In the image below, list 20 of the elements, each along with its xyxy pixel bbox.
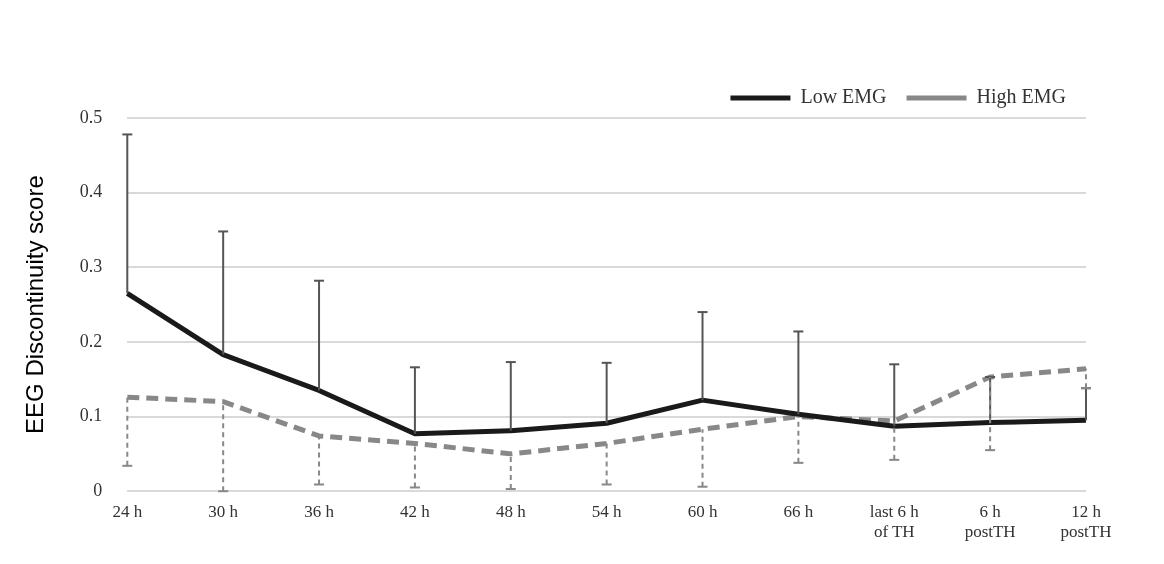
y-axis-title: EEG Discontinuity score xyxy=(21,175,49,434)
y-tick-label: 0 xyxy=(93,479,103,500)
x-tick-label: 12 h postTH xyxy=(1060,501,1112,542)
y-tick-label: 0.5 xyxy=(79,106,103,127)
y-tick-label: 0.4 xyxy=(79,181,103,202)
x-tick-label: last 6 h of TH xyxy=(869,501,920,542)
legend-label: High EMG xyxy=(976,85,1067,109)
y-tick-label: 0.1 xyxy=(79,405,103,426)
x-tick-label: 48 h xyxy=(495,501,527,521)
x-tick-label: 42 h xyxy=(400,501,431,521)
x-tick-label: 54 h xyxy=(591,501,623,521)
x-tick-label: 60 h xyxy=(687,501,718,521)
x-tick-label: 6 h postTH xyxy=(964,501,1016,542)
legend-label: Low EMG xyxy=(800,85,887,108)
y-tick-label: 0.3 xyxy=(79,256,103,277)
x-tick-label: 66 h xyxy=(783,501,814,521)
x-tick-label: 24 h xyxy=(112,501,143,521)
x-tick-label: 30 h xyxy=(208,501,239,521)
x-tick-label: 36 h xyxy=(304,501,335,521)
y-tick-label: 0.2 xyxy=(79,330,103,351)
